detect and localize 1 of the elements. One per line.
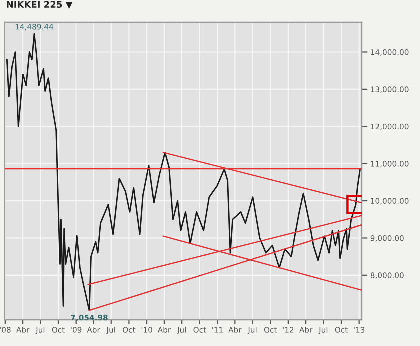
- chart-title: NIKKEI 225 ▼: [7, 1, 73, 10]
